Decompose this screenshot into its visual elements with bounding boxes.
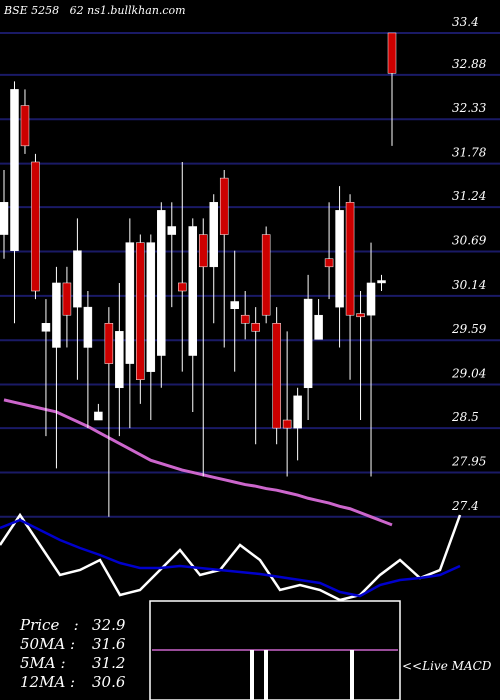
candle-body <box>377 280 386 284</box>
candle-body <box>188 226 198 356</box>
y-tick-label: 27.95 <box>451 454 486 468</box>
y-tick-label: 28.5 <box>451 410 479 424</box>
candle-body <box>52 282 61 348</box>
y-tick-label: 31.24 <box>452 189 486 203</box>
info-value: 31.2 <box>92 654 125 672</box>
candle-body <box>31 161 40 292</box>
info-label: Price : <box>19 616 79 634</box>
y-tick-label: 32.33 <box>452 101 487 115</box>
y-tick-label: 32.88 <box>452 57 487 71</box>
info-value: 30.6 <box>92 673 126 691</box>
candle-body <box>83 306 93 348</box>
candle-body <box>272 323 281 429</box>
candle-body <box>115 331 124 389</box>
candle-body <box>0 202 9 235</box>
info-label: 50MA : <box>20 635 75 653</box>
macd-bar <box>250 650 254 700</box>
info-label: 12MA : <box>20 673 75 691</box>
candle-body <box>167 226 177 235</box>
candle-body <box>157 210 166 356</box>
note: <<Live MACD <box>402 659 492 673</box>
candle-body <box>94 411 103 421</box>
candle-body <box>366 282 376 316</box>
candle-body <box>261 234 271 316</box>
candle-body <box>136 242 145 380</box>
candle-body <box>293 395 302 429</box>
y-tick-label: 31.78 <box>452 146 487 160</box>
candle-body <box>230 301 239 310</box>
candle-body <box>282 419 292 429</box>
y-tick-label: 29.59 <box>451 322 487 336</box>
candle-body <box>314 314 323 340</box>
candle-body <box>356 313 365 318</box>
ma-line <box>3 398 393 527</box>
y-tick-label: 30.14 <box>452 278 486 292</box>
candle-body <box>10 89 19 251</box>
candle-body <box>303 298 313 389</box>
info-value: 32.9 <box>92 616 126 634</box>
candle-body <box>41 323 51 332</box>
y-tick-label: 27.4 <box>451 499 479 513</box>
candle-body <box>219 177 229 235</box>
candle-body <box>146 242 156 372</box>
candle-body <box>20 105 30 147</box>
candle-body <box>240 314 250 324</box>
macd-bar <box>264 650 268 700</box>
y-tick-label: 29.04 <box>451 367 486 381</box>
info-label: 5MA : <box>20 654 66 672</box>
candle-body <box>125 242 135 364</box>
candle-body <box>62 282 72 316</box>
candle-body <box>345 202 355 316</box>
candle-body <box>198 234 208 268</box>
y-tick-label: 33.4 <box>452 15 479 29</box>
info-value: 31.6 <box>92 635 126 653</box>
chart-title: BSE 5258 62 ns1.bullkhan.com <box>3 4 186 17</box>
indicator-line <box>0 518 461 598</box>
candle-body <box>73 250 82 308</box>
candle-body <box>324 258 334 268</box>
macd-bar <box>350 650 354 700</box>
candle-body <box>335 210 344 308</box>
y-tick-label: 30.69 <box>452 233 487 247</box>
candle-body <box>178 282 187 292</box>
candle-body <box>251 323 260 332</box>
candle-body <box>104 323 114 364</box>
indicator-line <box>0 512 462 602</box>
candle-body <box>209 202 218 268</box>
candle-body <box>387 32 397 74</box>
